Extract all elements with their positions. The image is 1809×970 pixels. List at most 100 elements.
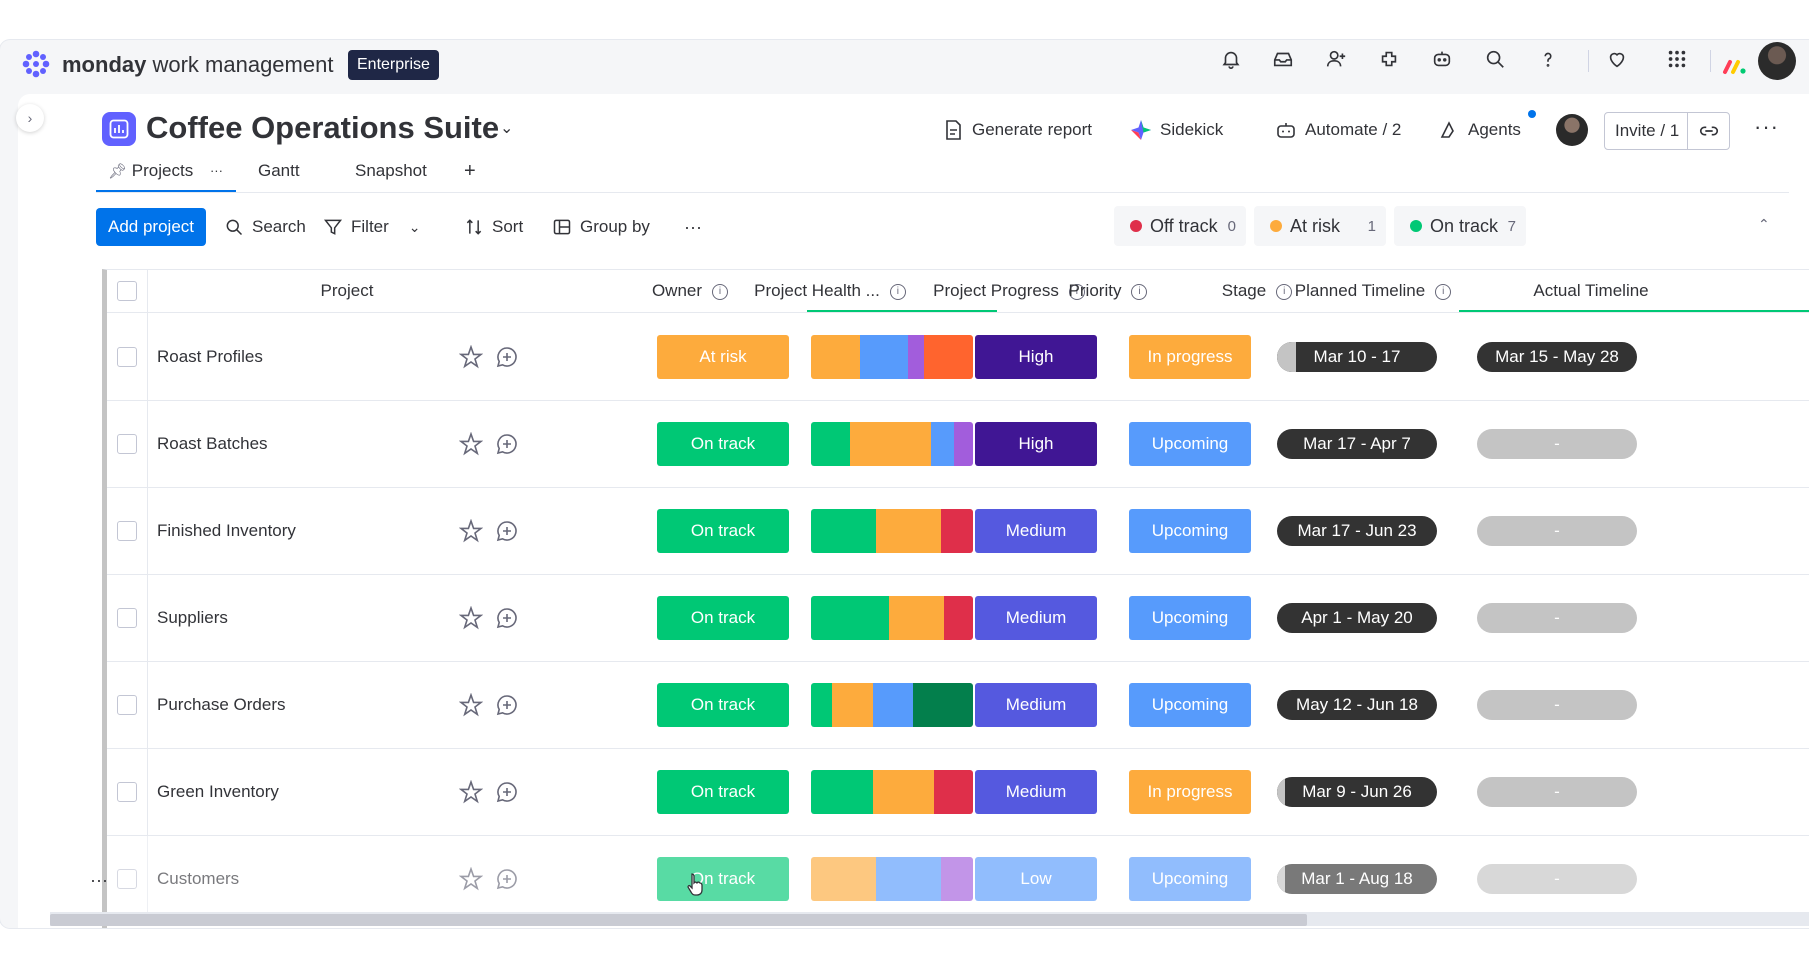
pin-item-icon[interactable] [458, 779, 484, 804]
pin-item-icon[interactable] [458, 518, 484, 543]
project-name[interactable]: Suppliers [157, 608, 228, 627]
actual-timeline[interactable]: - [1477, 516, 1637, 546]
health-status[interactable]: On track [657, 422, 789, 466]
priority-label[interactable]: High [975, 422, 1097, 466]
table-row[interactable]: Green Inventory On track Medium In progr… [107, 748, 1809, 836]
monday-logo-icon[interactable] [20, 48, 52, 80]
actual-timeline[interactable]: - [1477, 429, 1637, 459]
automate-button[interactable]: Automate / 2 [1275, 112, 1401, 148]
summary-on-track[interactable]: On track 7 [1394, 206, 1526, 246]
help-icon[interactable] [1533, 44, 1563, 74]
expand-sidebar-button[interactable]: › [16, 104, 44, 132]
info-icon[interactable]: i [889, 283, 906, 300]
info-icon[interactable]: i [1131, 283, 1148, 300]
col-planned[interactable]: Planned Timeline i [1273, 270, 1473, 312]
row-checkbox[interactable] [117, 521, 137, 541]
table-row[interactable]: Roast Profiles At risk High In progress … [107, 313, 1809, 401]
info-icon[interactable]: i [1276, 283, 1293, 300]
generate-report-button[interactable]: Generate report [942, 112, 1092, 148]
health-status[interactable]: On track [657, 770, 789, 814]
priority-label[interactable]: Medium [975, 596, 1097, 640]
board-more-button[interactable]: ··· [1754, 114, 1779, 139]
row-checkbox[interactable] [117, 869, 137, 889]
row-checkbox[interactable] [117, 434, 137, 454]
add-view-button[interactable]: + [464, 160, 476, 182]
add-update-icon[interactable] [495, 519, 519, 543]
planned-timeline[interactable]: Mar 17 - Apr 7 [1277, 429, 1437, 459]
summary-off-track[interactable]: Off track 0 [1114, 206, 1246, 246]
agents-button[interactable]: Agents [1438, 112, 1521, 148]
filter-button[interactable]: Filter ⌄ [323, 208, 421, 246]
health-status[interactable]: At risk [657, 335, 789, 379]
priority-label[interactable]: Medium [975, 683, 1097, 727]
col-actual[interactable]: Actual Timeline [1533, 281, 1649, 300]
project-name[interactable]: Customers [157, 869, 240, 888]
col-owner[interactable]: Owner i [645, 270, 735, 312]
planned-timeline[interactable]: Mar 1 - Aug 18 [1277, 864, 1437, 894]
priority-label[interactable]: Low [975, 857, 1097, 901]
pin-item-icon[interactable] [458, 344, 484, 369]
chevron-down-icon[interactable]: ⌄ [500, 120, 514, 137]
actual-timeline[interactable]: - [1477, 690, 1637, 720]
planned-timeline[interactable]: Apr 1 - May 20 [1277, 603, 1437, 633]
planned-timeline[interactable]: Mar 10 - 17 [1277, 342, 1437, 372]
stage-label[interactable]: Upcoming [1129, 509, 1251, 553]
row-checkbox[interactable] [117, 695, 137, 715]
priority-label[interactable]: Medium [975, 770, 1097, 814]
workspace-logo-icon[interactable] [1722, 56, 1748, 76]
stage-label[interactable]: In progress [1129, 335, 1251, 379]
actual-timeline[interactable]: Mar 15 - May 28 [1477, 342, 1637, 372]
group-by-button[interactable]: Group by [552, 208, 650, 246]
stage-label[interactable]: Upcoming [1129, 683, 1251, 727]
project-name[interactable]: Roast Batches [157, 434, 268, 453]
scrollbar-thumb[interactable] [50, 914, 1307, 926]
board-title[interactable]: Coffee Operations Suite [146, 110, 500, 145]
priority-label[interactable]: Medium [975, 509, 1097, 553]
priority-label[interactable]: High [975, 335, 1097, 379]
add-project-button[interactable]: Add project [96, 208, 206, 246]
chevron-down-icon[interactable]: ⌄ [408, 218, 421, 235]
pin-item-icon[interactable] [458, 431, 484, 456]
pin-item-icon[interactable] [458, 605, 484, 630]
health-status[interactable]: On track [657, 596, 789, 640]
summary-at-risk[interactable]: At risk 1 [1254, 206, 1386, 246]
board-owner-avatar[interactable] [1556, 114, 1588, 146]
ai-bot-icon[interactable] [1427, 44, 1457, 74]
sort-button[interactable]: Sort [464, 208, 523, 246]
row-checkbox[interactable] [117, 347, 137, 367]
table-row[interactable]: Suppliers On track Medium Upcoming Apr 1… [107, 574, 1809, 662]
add-update-icon[interactable] [495, 780, 519, 804]
tab-gantt[interactable]: Gantt [258, 161, 300, 180]
copy-link-button[interactable] [1689, 113, 1729, 149]
table-row[interactable]: Finished Inventory On track Medium Upcom… [107, 487, 1809, 575]
project-name[interactable]: Green Inventory [157, 782, 279, 801]
tab-projects[interactable]: 📌︎ Projects ··· [108, 152, 223, 190]
col-progress[interactable]: Project Progress i [919, 270, 1099, 312]
tab-snapshot[interactable]: Snapshot [355, 161, 427, 180]
stage-label[interactable]: Upcoming [1129, 596, 1251, 640]
select-all-checkbox[interactable] [117, 281, 137, 301]
row-checkbox[interactable] [117, 782, 137, 802]
actual-timeline[interactable]: - [1477, 603, 1637, 633]
toolbar-more-button[interactable]: ··· [684, 216, 702, 237]
apps-icon[interactable] [1374, 44, 1404, 74]
add-update-icon[interactable] [495, 432, 519, 456]
planned-timeline[interactable]: Mar 9 - Jun 26 [1277, 777, 1437, 807]
planned-timeline[interactable]: May 12 - Jun 18 [1277, 690, 1437, 720]
heart-icon[interactable] [1602, 44, 1632, 74]
actual-timeline[interactable]: - [1477, 777, 1637, 807]
app-grid-icon[interactable] [1662, 44, 1692, 74]
search-icon[interactable] [1480, 44, 1510, 74]
info-icon[interactable]: i [1435, 283, 1452, 300]
col-project[interactable]: Project [320, 281, 374, 300]
stage-label[interactable]: In progress [1129, 770, 1251, 814]
horizontal-scrollbar[interactable] [50, 912, 1809, 926]
project-name[interactable]: Finished Inventory [157, 521, 296, 540]
health-status[interactable]: On track [657, 509, 789, 553]
col-health[interactable]: Project Health ... i [745, 270, 915, 312]
chevron-up-icon[interactable]: ⌃ [1758, 216, 1770, 232]
pin-item-icon[interactable] [458, 692, 484, 717]
tab-more-icon[interactable]: ··· [209, 163, 223, 178]
add-update-icon[interactable] [495, 693, 519, 717]
invite-members-icon[interactable] [1321, 44, 1351, 74]
